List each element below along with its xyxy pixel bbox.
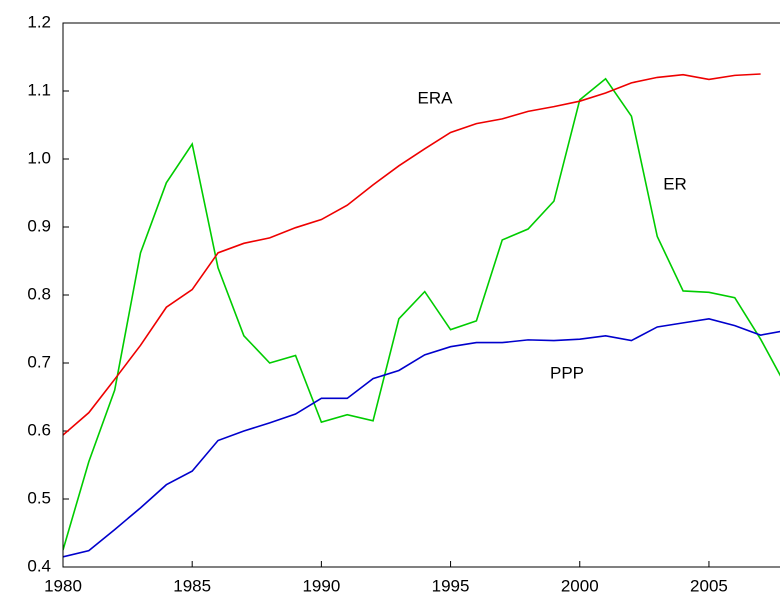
y-tick-label: 1.1 [27, 80, 51, 99]
y-tick-label: 1.2 [27, 12, 51, 31]
series-line [63, 77, 780, 551]
y-tick-label: 0.5 [27, 488, 51, 507]
y-tick-label: 1.0 [27, 148, 51, 167]
plot-area [63, 73, 780, 558]
x-tick-label: 1980 [44, 576, 82, 595]
y-tick-label: 0.7 [27, 352, 51, 371]
x-tick-label: 1995 [432, 576, 470, 595]
plot-frame [62, 22, 780, 568]
axes: 0.4 0.5 0.6 0.7 0.8 0.9 1.0 1.1 1.2 1980 1985 1990 1… [27, 12, 728, 595]
y-tick-label: 0.9 [27, 216, 51, 235]
series-label: ERA [418, 88, 454, 107]
series-label: ER [663, 174, 687, 193]
x-tick-label: 2005 [690, 576, 728, 595]
y-tick-label: 0.8 [27, 284, 51, 303]
x-tick-label: 1985 [173, 576, 211, 595]
x-tick-label: 2000 [561, 576, 599, 595]
x-tick-label: 1990 [302, 576, 340, 595]
series-line [63, 73, 761, 436]
y-tick-label: 0.4 [27, 556, 51, 575]
series-line [63, 317, 780, 558]
y-tick-label: 0.6 [27, 420, 51, 439]
series-label: PPP [550, 363, 584, 382]
